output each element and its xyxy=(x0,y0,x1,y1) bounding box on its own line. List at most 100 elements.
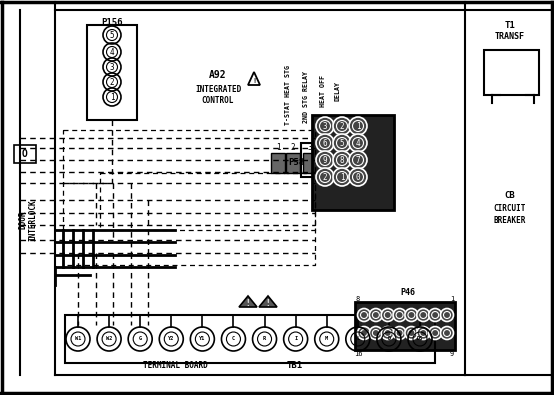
Bar xyxy=(301,143,335,177)
Text: C: C xyxy=(232,337,235,342)
Text: DELAY: DELAY xyxy=(334,81,340,101)
Circle shape xyxy=(316,151,334,169)
Text: P58: P58 xyxy=(288,158,304,167)
Circle shape xyxy=(417,308,430,322)
Text: T1: T1 xyxy=(505,21,515,30)
Polygon shape xyxy=(239,296,257,307)
Bar xyxy=(484,50,539,95)
Text: 3: 3 xyxy=(322,122,327,130)
Bar xyxy=(286,153,300,173)
Circle shape xyxy=(370,327,382,339)
Text: 1: 1 xyxy=(340,173,345,181)
Circle shape xyxy=(444,329,450,337)
Circle shape xyxy=(316,117,334,135)
Circle shape xyxy=(370,308,382,322)
Text: 3: 3 xyxy=(307,143,312,152)
Text: 2: 2 xyxy=(110,77,114,87)
Circle shape xyxy=(352,154,363,166)
Text: L: L xyxy=(356,337,360,342)
Circle shape xyxy=(333,168,351,186)
Text: D: D xyxy=(387,337,391,342)
Text: INTEGRATED: INTEGRATED xyxy=(195,85,241,94)
Text: 3: 3 xyxy=(110,62,114,71)
Circle shape xyxy=(333,151,351,169)
Text: Y1: Y1 xyxy=(199,337,206,342)
Circle shape xyxy=(381,308,394,322)
Text: T-STAT HEAT STG: T-STAT HEAT STG xyxy=(285,65,291,125)
Text: 7: 7 xyxy=(356,156,360,164)
Bar xyxy=(65,315,435,363)
Text: M: M xyxy=(325,337,329,342)
Text: 2: 2 xyxy=(322,173,327,181)
Text: 9: 9 xyxy=(450,351,454,357)
Circle shape xyxy=(357,327,371,339)
Text: CONTROL: CONTROL xyxy=(202,96,234,105)
Circle shape xyxy=(336,171,347,182)
Text: 4: 4 xyxy=(322,143,327,152)
Text: !: ! xyxy=(252,78,256,84)
Circle shape xyxy=(352,120,363,132)
Circle shape xyxy=(349,168,367,186)
Circle shape xyxy=(333,134,351,152)
Circle shape xyxy=(405,308,418,322)
Circle shape xyxy=(357,308,371,322)
Circle shape xyxy=(349,117,367,135)
Text: P46: P46 xyxy=(401,288,416,297)
Circle shape xyxy=(361,312,367,318)
Text: !: ! xyxy=(266,299,270,307)
Circle shape xyxy=(336,120,347,132)
Circle shape xyxy=(420,312,427,318)
Bar xyxy=(355,302,455,350)
Circle shape xyxy=(417,327,430,339)
Text: 2: 2 xyxy=(291,143,295,152)
Circle shape xyxy=(352,137,363,149)
Circle shape xyxy=(349,134,367,152)
Text: 1: 1 xyxy=(276,143,280,152)
Circle shape xyxy=(393,308,406,322)
Bar xyxy=(312,115,394,210)
Text: 2ND STG RELAY: 2ND STG RELAY xyxy=(303,71,309,123)
Circle shape xyxy=(372,312,379,318)
Text: 16: 16 xyxy=(354,351,362,357)
Text: 1: 1 xyxy=(356,122,360,130)
Text: CIRCUIT: CIRCUIT xyxy=(494,203,526,213)
Bar xyxy=(271,153,285,173)
Bar xyxy=(14,145,36,163)
Text: 8: 8 xyxy=(340,156,345,164)
Circle shape xyxy=(384,312,391,318)
Circle shape xyxy=(396,329,403,337)
Circle shape xyxy=(396,312,403,318)
Text: 1: 1 xyxy=(450,296,454,302)
Text: 4: 4 xyxy=(110,47,114,56)
Circle shape xyxy=(336,154,347,166)
Text: W2: W2 xyxy=(106,337,112,342)
Text: DOOR
INTERLOCK: DOOR INTERLOCK xyxy=(18,199,38,241)
Circle shape xyxy=(440,308,454,322)
Circle shape xyxy=(384,329,391,337)
Text: G: G xyxy=(138,337,142,342)
Text: TERMINAL BOARD: TERMINAL BOARD xyxy=(142,361,207,370)
Text: A92: A92 xyxy=(209,70,227,80)
Circle shape xyxy=(320,171,331,182)
Text: P156: P156 xyxy=(101,18,123,27)
Circle shape xyxy=(381,327,394,339)
Circle shape xyxy=(320,120,331,132)
Text: 2: 2 xyxy=(340,122,345,130)
Text: TB1: TB1 xyxy=(287,361,303,370)
Circle shape xyxy=(316,168,334,186)
Circle shape xyxy=(440,327,454,339)
Text: 0: 0 xyxy=(356,173,360,181)
Circle shape xyxy=(432,312,439,318)
Polygon shape xyxy=(259,296,277,307)
Text: I: I xyxy=(294,337,297,342)
Text: DS: DS xyxy=(417,337,423,342)
Circle shape xyxy=(405,327,418,339)
Circle shape xyxy=(429,308,442,322)
Circle shape xyxy=(333,117,351,135)
Text: TRANSF: TRANSF xyxy=(495,32,525,41)
Text: 8: 8 xyxy=(356,296,360,302)
Circle shape xyxy=(408,329,415,337)
Circle shape xyxy=(361,329,367,337)
Text: W1: W1 xyxy=(75,337,81,342)
Circle shape xyxy=(420,329,427,337)
